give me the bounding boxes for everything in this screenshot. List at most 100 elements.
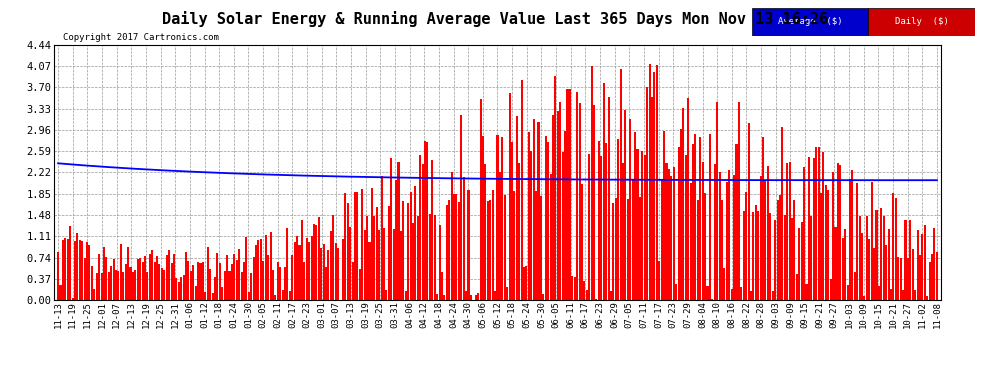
Bar — [742, 211, 744, 300]
Bar — [422, 164, 424, 300]
Bar — [434, 215, 436, 300]
Bar — [844, 229, 846, 300]
Bar — [147, 272, 148, 300]
Bar — [571, 276, 573, 300]
Bar — [110, 266, 112, 300]
Bar — [934, 228, 936, 300]
Bar — [660, 179, 662, 300]
Bar — [349, 227, 351, 300]
Bar — [912, 249, 914, 300]
Bar — [818, 147, 820, 300]
Bar — [615, 198, 617, 300]
Bar — [769, 213, 771, 300]
Bar — [586, 290, 588, 300]
Bar — [306, 238, 308, 300]
Bar — [675, 284, 677, 300]
Bar — [605, 142, 607, 300]
Bar — [888, 229, 890, 300]
Bar — [457, 202, 460, 300]
Bar — [320, 248, 323, 300]
Bar — [733, 175, 736, 300]
Bar — [487, 201, 489, 300]
Bar — [71, 298, 73, 300]
Bar — [342, 239, 344, 300]
Bar — [687, 98, 689, 300]
Bar — [738, 102, 740, 300]
Bar — [576, 92, 578, 300]
Bar — [909, 220, 912, 300]
Bar — [255, 246, 257, 300]
Bar — [617, 139, 619, 300]
Bar — [356, 192, 358, 300]
Bar — [202, 262, 204, 300]
Bar — [460, 116, 462, 300]
Bar — [156, 256, 158, 300]
Bar — [160, 268, 163, 300]
Bar — [798, 228, 800, 300]
Bar — [627, 198, 629, 300]
Bar — [634, 132, 637, 300]
Bar — [330, 231, 332, 300]
Bar — [178, 282, 180, 300]
Bar — [663, 131, 665, 300]
Bar — [279, 267, 281, 300]
Bar — [591, 66, 593, 300]
Bar — [338, 248, 340, 300]
Bar — [630, 119, 632, 300]
Bar — [729, 170, 731, 300]
Bar — [858, 216, 860, 300]
Bar — [234, 254, 236, 300]
Bar — [837, 163, 839, 300]
Bar — [724, 268, 726, 300]
Bar — [250, 273, 252, 300]
Bar — [294, 243, 296, 300]
Bar — [714, 164, 716, 300]
Bar — [752, 211, 754, 300]
Bar — [236, 260, 238, 300]
Bar — [803, 167, 805, 300]
Bar — [207, 247, 209, 300]
Bar — [368, 242, 370, 300]
Bar — [501, 137, 503, 300]
Bar — [173, 254, 175, 300]
Bar — [569, 89, 571, 300]
Bar — [335, 243, 337, 300]
Bar — [482, 136, 484, 300]
Bar — [929, 262, 931, 300]
Bar — [699, 137, 701, 300]
Bar — [323, 244, 325, 300]
Bar — [130, 267, 132, 300]
Bar — [526, 266, 528, 300]
Bar — [702, 162, 704, 300]
Bar — [429, 214, 431, 300]
Bar — [608, 97, 610, 300]
Bar — [873, 248, 875, 300]
Bar — [98, 254, 100, 300]
Bar — [446, 205, 447, 300]
Bar — [581, 184, 583, 300]
Bar — [917, 230, 919, 300]
Bar — [842, 238, 843, 300]
Bar — [168, 250, 170, 300]
Bar — [658, 261, 660, 300]
Bar — [931, 254, 934, 300]
Bar — [694, 134, 697, 300]
Bar — [771, 291, 774, 300]
Bar — [308, 242, 310, 300]
Bar — [716, 102, 718, 300]
Bar — [248, 292, 249, 300]
Bar — [465, 291, 467, 300]
Bar — [427, 142, 429, 300]
Bar — [637, 149, 639, 300]
Bar — [151, 250, 153, 300]
Bar — [96, 273, 98, 300]
Bar — [137, 260, 139, 300]
Bar — [680, 129, 682, 300]
Bar — [721, 200, 723, 300]
Bar — [432, 160, 434, 300]
Bar — [806, 284, 808, 300]
Bar — [574, 277, 576, 300]
Bar — [793, 200, 795, 300]
Bar — [516, 116, 518, 300]
Bar — [127, 246, 129, 300]
